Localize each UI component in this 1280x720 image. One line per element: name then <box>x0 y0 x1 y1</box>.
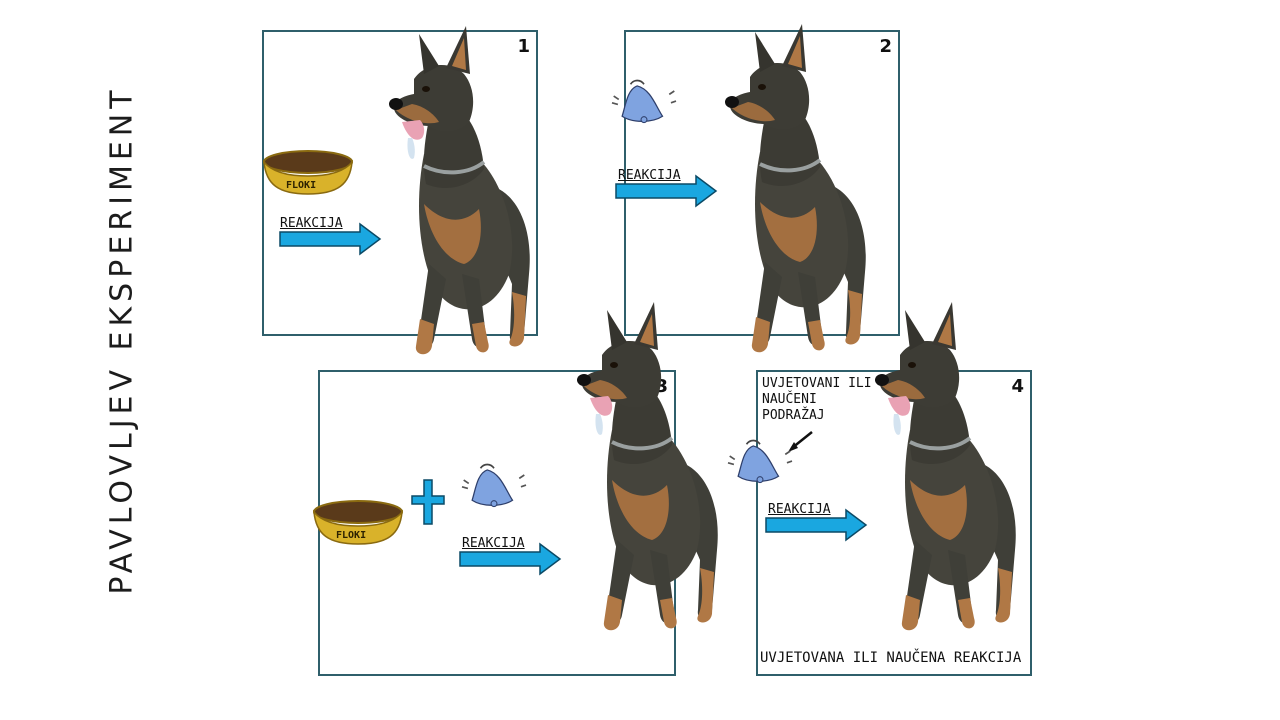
reaction-label: REAKCIJA <box>768 502 831 517</box>
reaction-label: REAKCIJA <box>618 168 681 183</box>
page-title: PAVLOVLJEV EKSPERIMENT <box>104 85 140 595</box>
plus-icon <box>411 479 445 525</box>
dog-illustration <box>387 24 532 357</box>
panel-1: 1 <box>262 30 538 336</box>
bowl-label: FLOKI <box>336 530 366 541</box>
reaction-arrow-icon <box>615 175 717 207</box>
reaction-arrow-icon <box>765 509 867 541</box>
food-bowl-icon: FLOKI <box>313 500 403 545</box>
panel-number: 2 <box>879 36 892 57</box>
conditioned-stimulus-note: UVJETOVANI ILI NAUČENI PODRAŽAJ <box>762 376 872 423</box>
food-bowl-icon: FLOKI <box>263 150 353 195</box>
reaction-label: REAKCIJA <box>280 216 343 231</box>
panel-4: 4 <box>756 370 1032 676</box>
reaction-label: REAKCIJA <box>462 536 525 551</box>
pointer-arrow-icon <box>788 431 813 452</box>
conditioned-response-note: UVJETOVANA ILI NAUČENA REAKCIJA <box>760 650 1022 666</box>
panel-number: 1 <box>517 36 530 57</box>
dog-illustration <box>575 300 720 633</box>
panel-number: 4 <box>1011 376 1024 397</box>
dog-illustration <box>873 300 1018 633</box>
dog-illustration <box>723 22 868 355</box>
bell-icon <box>727 439 793 484</box>
bell-icon <box>611 79 677 124</box>
reaction-arrow-icon <box>279 223 381 255</box>
bowl-label: FLOKI <box>286 180 316 191</box>
reaction-arrow-icon <box>459 543 561 575</box>
bell-icon <box>461 463 527 508</box>
